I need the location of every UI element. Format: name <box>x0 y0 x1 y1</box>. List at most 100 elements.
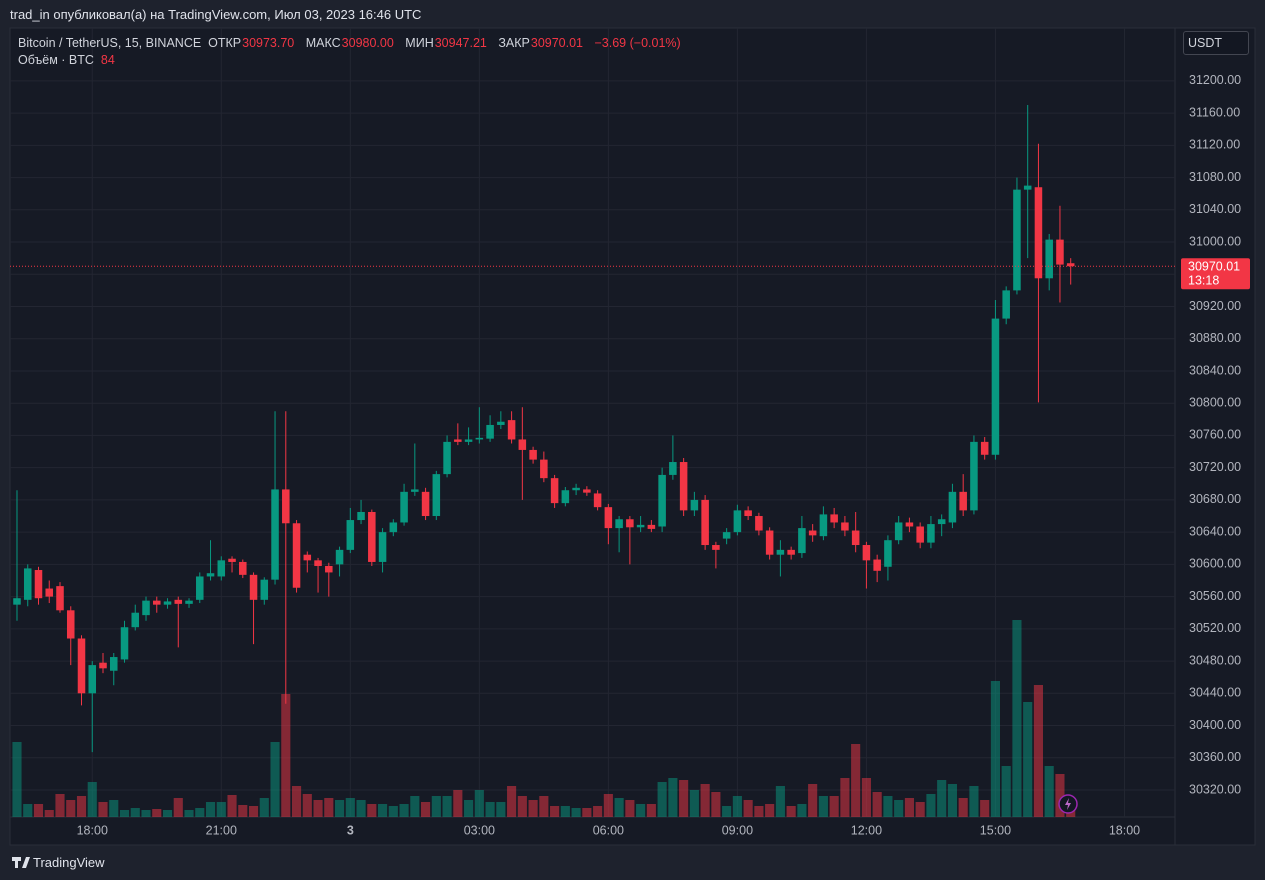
candle-body <box>550 478 559 504</box>
countdown-label: 13:18 <box>1188 273 1219 287</box>
volume-bar <box>646 804 656 817</box>
volume-bar <box>883 796 893 817</box>
legend-key: ЗАКР <box>498 36 530 50</box>
candle-body <box>56 586 64 611</box>
volume-bar <box>367 804 377 817</box>
symbol-title: Bitcoin / TetherUS, 15, BINANCE <box>18 36 202 50</box>
y-tick-label: 30440.00 <box>1189 686 1241 700</box>
candle-body <box>658 474 666 527</box>
volume-bar <box>345 798 355 817</box>
volume-bar <box>603 794 613 817</box>
currency-button[interactable]: USDT <box>1183 31 1249 55</box>
candle-body <box>744 510 752 517</box>
candle-body <box>260 579 269 600</box>
last-price-label: 30970.01 <box>1188 259 1240 273</box>
candle-body <box>475 437 484 440</box>
y-tick-label: 30600.00 <box>1189 557 1241 571</box>
last-price-tag <box>1181 258 1250 290</box>
volume-bar <box>464 800 474 817</box>
y-tick-label: 30720.00 <box>1189 460 1241 474</box>
y-tick-label: 30320.00 <box>1189 782 1241 796</box>
y-tick-label: 31160.00 <box>1189 105 1240 119</box>
candle-body <box>561 490 570 504</box>
candle-body <box>862 545 871 561</box>
volume-bar <box>894 800 904 817</box>
alert-icon-bolt <box>1065 798 1071 810</box>
volume-bar <box>872 792 882 817</box>
volume-bar <box>44 810 54 817</box>
candle-body <box>77 638 86 694</box>
candle-body <box>937 519 946 525</box>
candle-body <box>271 489 279 580</box>
candle-body <box>120 627 129 660</box>
y-tick-label: 30800.00 <box>1189 395 1241 409</box>
volume-bar <box>1055 774 1065 817</box>
volume-bar <box>711 792 721 817</box>
volume-bar <box>119 810 130 817</box>
volume-title: Объём · BTC <box>18 53 94 67</box>
x-tick-label: 03:00 <box>464 823 495 837</box>
candle-body <box>787 549 795 555</box>
legend-key: ОТКР <box>208 36 242 50</box>
volume-bar <box>431 796 441 817</box>
x-tick-label: 06:00 <box>593 823 624 837</box>
legend-value: 30973.70 <box>242 36 295 50</box>
volume-bar <box>625 800 635 817</box>
candle-body <box>712 545 720 550</box>
y-tick-label: 31000.00 <box>1189 234 1241 248</box>
x-tick-label: 18:00 <box>1109 823 1140 837</box>
volume-bar <box>614 798 624 817</box>
candle-body <box>368 511 376 562</box>
x-tick-label: 15:00 <box>980 823 1011 837</box>
candle-body <box>701 499 709 546</box>
footer-logo: TradingView <box>33 855 105 870</box>
candle-body <box>841 522 849 531</box>
volume-bar <box>775 786 785 817</box>
logo-icon <box>12 857 30 868</box>
volume-bar <box>851 744 861 817</box>
volume-bar <box>87 782 97 817</box>
candle-body <box>636 524 645 528</box>
volume-bar <box>818 796 828 817</box>
candle-body <box>572 487 580 491</box>
volume-bar <box>162 810 173 817</box>
volume-bar <box>593 806 603 817</box>
y-tick-label: 30880.00 <box>1189 331 1241 345</box>
candle-body <box>163 601 172 605</box>
candle-body <box>1002 290 1010 319</box>
candle-body <box>421 491 430 517</box>
x-tick-label: 12:00 <box>851 823 882 837</box>
volume-bar <box>453 790 463 817</box>
candle-body <box>830 514 838 523</box>
x-tick-label: 09:00 <box>722 823 753 837</box>
x-tick-label: 18:00 <box>77 823 108 837</box>
candle-body <box>249 574 258 600</box>
candle-body <box>432 474 441 517</box>
candle-body <box>378 532 387 562</box>
y-tick-label: 30360.00 <box>1189 750 1241 764</box>
volume-bar <box>829 796 839 817</box>
volume-bar <box>324 798 334 817</box>
candle-body <box>196 576 204 600</box>
y-tick-label: 31040.00 <box>1189 202 1241 216</box>
candles <box>13 105 1075 753</box>
volume-bar <box>205 802 216 817</box>
volume-bar <box>238 805 248 817</box>
candle-body <box>292 523 301 588</box>
volume-bar <box>184 810 194 817</box>
candle-body <box>282 489 290 524</box>
candle-body <box>346 520 355 550</box>
volume-bar <box>700 784 710 817</box>
candle-body <box>626 519 634 528</box>
candle-body <box>884 540 892 567</box>
candle-body <box>679 462 688 511</box>
volume-bar <box>743 800 753 817</box>
candle-body <box>454 439 462 442</box>
volume-bar <box>679 780 689 817</box>
candle-body <box>604 507 613 529</box>
candle-body <box>1013 189 1021 291</box>
candle-body <box>529 449 537 460</box>
candle-body <box>217 560 226 577</box>
volume-bar <box>334 800 345 817</box>
